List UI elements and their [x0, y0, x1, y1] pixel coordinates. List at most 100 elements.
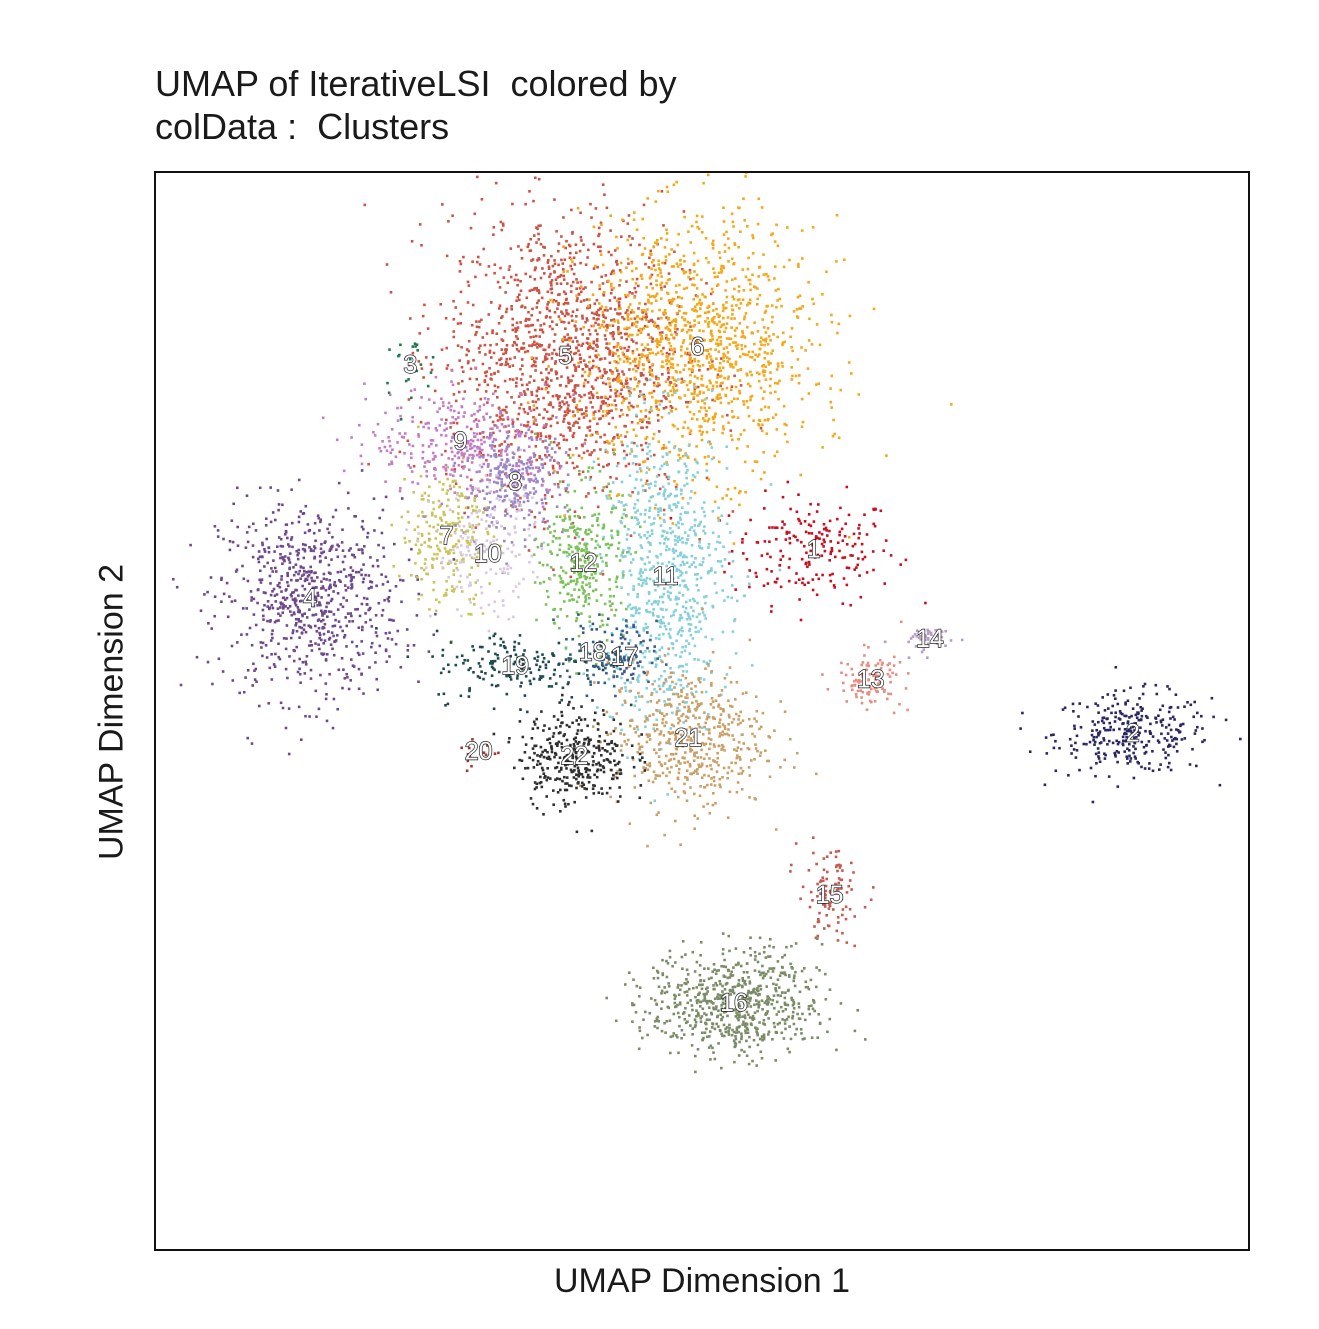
point: [811, 297, 814, 301]
point: [632, 360, 635, 363]
point: [1193, 700, 1196, 704]
point: [241, 564, 244, 568]
point: [511, 378, 515, 381]
point: [523, 434, 527, 438]
point: [815, 573, 818, 576]
point: [609, 229, 612, 232]
point: [514, 531, 517, 534]
point: [676, 363, 679, 367]
point: [672, 613, 675, 617]
point: [489, 472, 492, 476]
point: [426, 327, 430, 330]
point: [557, 303, 560, 307]
point: [481, 489, 485, 493]
point: [477, 255, 480, 259]
point: [358, 653, 361, 657]
point: [770, 320, 774, 324]
point: [717, 516, 720, 520]
point: [695, 303, 699, 306]
point: [710, 318, 714, 321]
point: [270, 567, 273, 570]
point: [616, 378, 619, 382]
point: [755, 575, 758, 578]
point: [642, 327, 646, 330]
point: [1098, 730, 1102, 733]
point: [301, 584, 304, 588]
point: [528, 436, 531, 440]
point: [501, 408, 505, 412]
point: [488, 349, 492, 353]
point: [685, 476, 688, 480]
point: [485, 539, 489, 542]
point: [645, 576, 649, 580]
point: [386, 580, 390, 584]
point: [538, 469, 542, 472]
point: [287, 543, 290, 546]
point: [602, 290, 606, 294]
point: [517, 582, 521, 585]
point: [1121, 742, 1125, 745]
point: [634, 611, 638, 615]
point: [535, 241, 538, 244]
point: [731, 630, 735, 633]
point: [564, 489, 568, 493]
point: [447, 562, 450, 565]
point: [454, 479, 457, 483]
point: [663, 246, 667, 249]
point: [508, 265, 512, 268]
point: [277, 655, 280, 659]
point: [416, 525, 420, 529]
point: [636, 385, 639, 388]
point: [418, 406, 422, 410]
point: [1125, 739, 1128, 742]
point: [505, 512, 509, 516]
point: [764, 331, 768, 334]
point: [492, 226, 496, 229]
point: [514, 469, 517, 472]
point: [610, 253, 613, 257]
point: [471, 527, 474, 530]
point: [733, 486, 737, 490]
point: [728, 343, 732, 346]
point: [672, 183, 676, 187]
point: [689, 325, 692, 328]
point: [748, 282, 752, 286]
point: [800, 540, 803, 544]
point: [775, 305, 778, 309]
point: [332, 653, 336, 657]
point: [721, 381, 724, 385]
point: [535, 306, 539, 309]
point: [703, 311, 707, 315]
point: [447, 220, 450, 223]
point: [714, 368, 717, 371]
point: [456, 568, 460, 572]
point: [460, 614, 463, 618]
point: [694, 518, 697, 522]
point: [845, 583, 849, 587]
point: [565, 297, 568, 301]
point: [511, 451, 515, 454]
point: [1143, 767, 1147, 770]
point: [446, 364, 450, 367]
point: [334, 618, 337, 622]
point: [679, 348, 683, 352]
point: [711, 247, 715, 250]
point: [1122, 739, 1125, 743]
point: [652, 245, 656, 249]
point: [653, 507, 657, 510]
point: [520, 460, 523, 463]
point: [573, 510, 577, 513]
point: [437, 505, 441, 509]
point: [711, 334, 714, 338]
point: [199, 609, 203, 612]
point: [477, 510, 481, 513]
point: [547, 471, 551, 474]
point: [546, 519, 549, 523]
point: [534, 477, 538, 480]
point: [571, 410, 575, 413]
point: [725, 280, 729, 283]
point: [823, 540, 826, 544]
point: [481, 479, 484, 482]
point: [836, 517, 839, 521]
point: [763, 370, 767, 373]
